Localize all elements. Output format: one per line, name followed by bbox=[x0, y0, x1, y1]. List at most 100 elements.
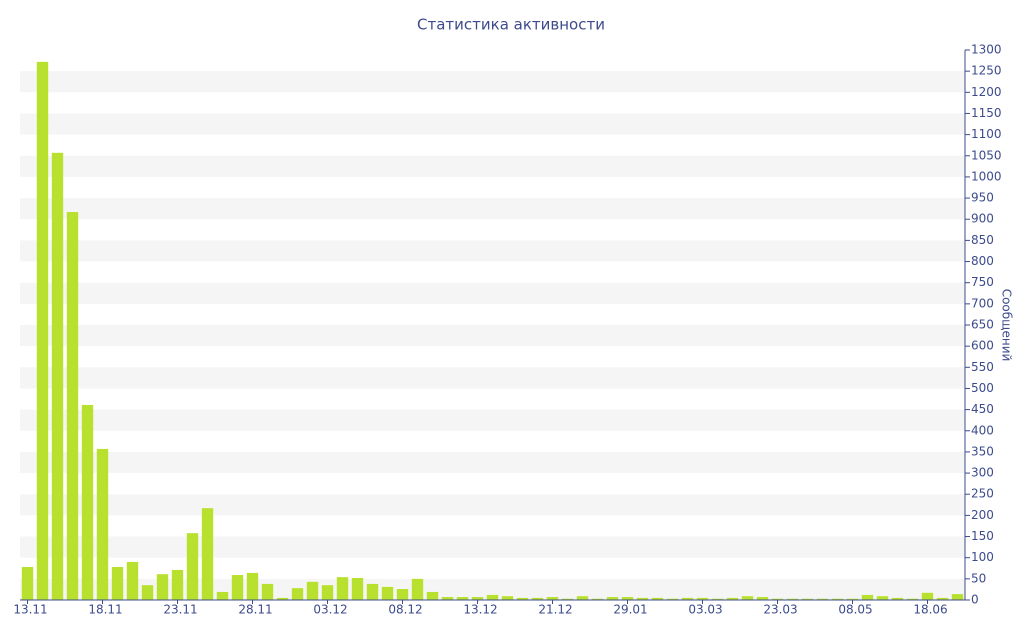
x-tick-label: 18.11 bbox=[88, 603, 122, 617]
y-tick-label: 1250 bbox=[971, 64, 1002, 78]
bar bbox=[306, 581, 319, 600]
bar bbox=[336, 577, 349, 600]
y-tick-label: 50 bbox=[971, 571, 986, 585]
bar bbox=[171, 569, 184, 600]
bar bbox=[531, 597, 544, 600]
bar bbox=[486, 594, 499, 600]
y-tick-label: 1150 bbox=[971, 106, 1002, 120]
x-tick-label: 08.05 bbox=[838, 603, 872, 617]
bar bbox=[36, 61, 49, 601]
y-tick-label: 500 bbox=[971, 381, 994, 395]
chart-title: Статистика активности bbox=[417, 16, 605, 34]
bar bbox=[51, 152, 64, 601]
bar bbox=[771, 598, 784, 600]
bar bbox=[711, 598, 724, 600]
x-tick-label: 13.11 bbox=[13, 603, 47, 617]
bar bbox=[696, 597, 709, 600]
bar bbox=[441, 597, 454, 600]
y-tick-label: 450 bbox=[971, 402, 994, 416]
y-tick-label: 750 bbox=[971, 275, 994, 289]
x-tick-label: 18.06 bbox=[913, 603, 947, 617]
grid-band bbox=[20, 451, 965, 474]
grid-band bbox=[20, 71, 965, 93]
bar bbox=[216, 591, 229, 600]
grid-band bbox=[20, 325, 965, 347]
x-tick-label: 29.01 bbox=[613, 603, 647, 617]
bar bbox=[861, 594, 874, 600]
bar bbox=[876, 596, 889, 600]
bar bbox=[471, 597, 484, 600]
y-tick-label: 300 bbox=[971, 466, 994, 480]
bar bbox=[426, 591, 439, 600]
y-tick-label: 900 bbox=[971, 212, 994, 226]
bar bbox=[741, 596, 754, 600]
x-tick-label: 03.12 bbox=[313, 603, 347, 617]
bar bbox=[756, 597, 769, 600]
bar bbox=[936, 597, 949, 600]
y-tick-label: 400 bbox=[971, 423, 994, 437]
y-tick-label: 1050 bbox=[971, 148, 1002, 162]
bar bbox=[726, 597, 739, 600]
bar bbox=[111, 567, 124, 600]
y-tick-label: 200 bbox=[971, 508, 994, 522]
bar bbox=[576, 596, 589, 600]
bar bbox=[546, 597, 559, 600]
grid-band bbox=[20, 155, 965, 177]
bar bbox=[666, 598, 679, 600]
y-tick-label: 950 bbox=[971, 191, 994, 205]
bar bbox=[381, 586, 394, 600]
x-tick-label: 08.12 bbox=[388, 603, 422, 617]
y-tick-label: 1200 bbox=[971, 85, 1002, 99]
x-tick-label: 21.12 bbox=[538, 603, 572, 617]
bar bbox=[231, 575, 244, 600]
bar bbox=[561, 598, 574, 600]
bar bbox=[816, 598, 829, 600]
bar bbox=[351, 578, 364, 600]
grid-band bbox=[20, 113, 965, 135]
grid-band bbox=[20, 198, 965, 220]
y-tick-label: 150 bbox=[971, 529, 994, 543]
bar bbox=[606, 597, 619, 600]
bar bbox=[831, 598, 844, 600]
y-tick-label: 650 bbox=[971, 318, 994, 332]
bar bbox=[801, 598, 814, 600]
bar bbox=[126, 561, 139, 600]
bar bbox=[786, 598, 799, 600]
bar bbox=[156, 574, 169, 600]
bar bbox=[186, 533, 199, 600]
grid-band bbox=[20, 494, 965, 516]
bar bbox=[411, 578, 424, 600]
bar bbox=[846, 598, 859, 600]
y-axis-label: Сообщений bbox=[1000, 289, 1014, 362]
y-tick-label: 700 bbox=[971, 296, 994, 310]
bar bbox=[291, 588, 304, 600]
y-tick-label: 350 bbox=[971, 444, 994, 458]
x-tick-label: 23.11 bbox=[163, 603, 197, 617]
bar bbox=[591, 598, 604, 600]
x-tick-label: 03.03 bbox=[688, 603, 722, 617]
bar bbox=[366, 583, 379, 600]
bar bbox=[501, 596, 514, 600]
bar bbox=[891, 597, 904, 600]
bar bbox=[906, 598, 919, 600]
bar bbox=[636, 597, 649, 600]
bar bbox=[321, 585, 334, 600]
y-tick-label: 0 bbox=[971, 593, 979, 607]
bar bbox=[621, 597, 634, 600]
bar bbox=[651, 597, 664, 600]
y-tick-label: 1100 bbox=[971, 127, 1002, 141]
y-tick-label: 600 bbox=[971, 339, 994, 353]
y-tick-label: 250 bbox=[971, 487, 994, 501]
bar bbox=[66, 212, 79, 601]
bar bbox=[276, 597, 289, 600]
y-tick-label: 800 bbox=[971, 254, 994, 268]
grid-band bbox=[20, 367, 965, 389]
x-tick-label: 13.12 bbox=[463, 603, 497, 617]
bar bbox=[681, 597, 694, 600]
bar bbox=[921, 592, 934, 600]
grid-band bbox=[20, 536, 965, 558]
y-tick-label: 550 bbox=[971, 360, 994, 374]
y-tick-label: 1300 bbox=[971, 43, 1002, 57]
bar bbox=[516, 597, 529, 600]
